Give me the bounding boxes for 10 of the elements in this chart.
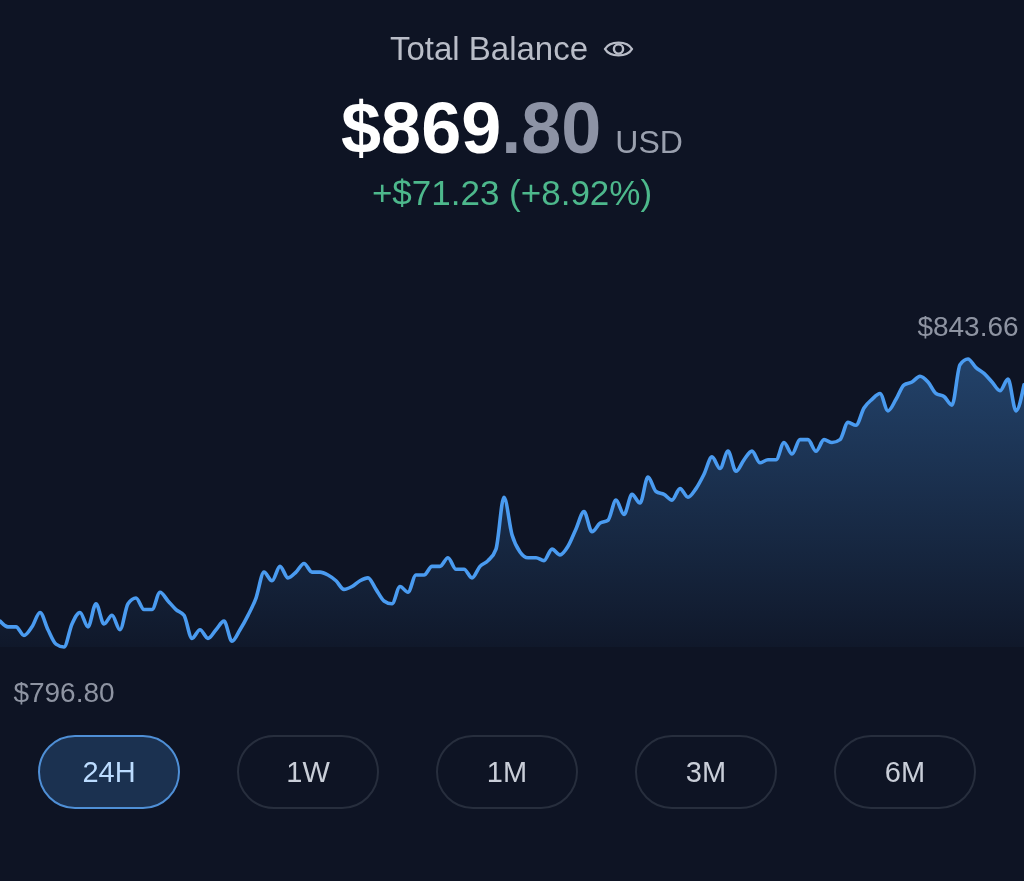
- annotation: $796.80: [13, 677, 115, 708]
- text: +$71.23 (+8.92%): [371, 173, 653, 212]
- time-range-button: 3M: [635, 735, 777, 809]
- chart-subtitle: $869.80 USD: [341, 88, 683, 168]
- annotation: $843.66: [917, 311, 1019, 342]
- time-range-button: 1M: [436, 735, 578, 809]
- time-range-button: 1W: [237, 735, 379, 809]
- time-range-button: 24H: [38, 735, 180, 809]
- chart-title: Total Balance: [389, 30, 589, 67]
- time-range-button: 6M: [834, 735, 976, 809]
